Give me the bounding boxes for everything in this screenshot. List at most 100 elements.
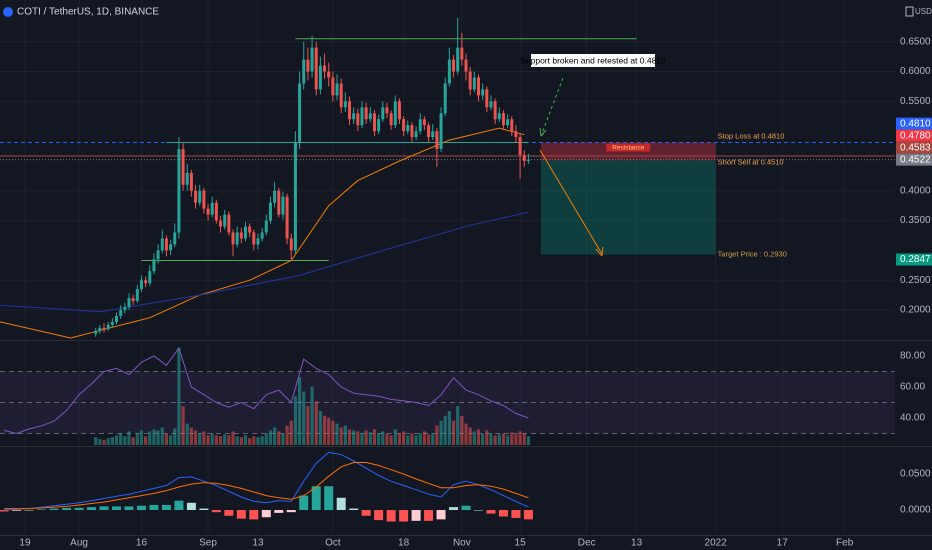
histogram-bar bbox=[112, 506, 122, 511]
volume-bar bbox=[152, 429, 156, 445]
volume-bar bbox=[331, 420, 335, 445]
x-tick-label: 19 bbox=[19, 538, 31, 549]
candle-body bbox=[318, 65, 322, 90]
candle-body bbox=[252, 232, 256, 245]
histogram-bar bbox=[473, 510, 483, 511]
candle-body bbox=[410, 125, 414, 138]
price-label-box bbox=[896, 153, 932, 166]
price-label: 0.4522 bbox=[900, 154, 931, 165]
candle-body bbox=[227, 214, 231, 233]
volume-bar bbox=[506, 435, 510, 445]
volume-bar bbox=[431, 433, 435, 445]
volume-bar bbox=[227, 435, 231, 445]
retest-arrow bbox=[541, 77, 564, 134]
candle-body bbox=[472, 77, 476, 90]
volume-bar bbox=[260, 436, 264, 445]
volume-bar bbox=[372, 429, 377, 445]
candle-body bbox=[94, 330, 98, 334]
volume-bar bbox=[456, 406, 460, 445]
volume-bar bbox=[352, 430, 356, 445]
histogram-bar bbox=[511, 510, 521, 518]
volume-bar bbox=[510, 432, 514, 445]
x-tick-label: 2022 bbox=[705, 538, 728, 549]
candle-body bbox=[260, 232, 264, 239]
histogram-bar bbox=[261, 510, 271, 518]
candle-body bbox=[406, 125, 410, 132]
candle-body bbox=[360, 107, 364, 126]
y-tick-label: 60.00 bbox=[900, 382, 925, 393]
volume-bar bbox=[173, 428, 177, 445]
volume-bar bbox=[164, 433, 169, 445]
volume-bar bbox=[472, 431, 476, 445]
volume-bar bbox=[468, 427, 472, 445]
price-label: 0.4810 bbox=[900, 118, 931, 129]
volume-bar bbox=[339, 427, 343, 445]
volume-bar bbox=[406, 435, 410, 445]
currency[interactable]: USDT bbox=[915, 7, 932, 16]
target-arrow bbox=[539, 149, 603, 255]
candle-body bbox=[119, 309, 123, 316]
volume-bar bbox=[476, 429, 481, 445]
x-tick-label: 17 bbox=[777, 538, 789, 549]
volume-bar bbox=[377, 433, 381, 445]
arrow-head bbox=[539, 127, 547, 137]
symbol-title[interactable]: COTI / TetherUS, 1D, BINANCE bbox=[17, 7, 159, 18]
symbol-logo bbox=[3, 7, 13, 17]
candle-body bbox=[402, 119, 406, 132]
histogram-bar bbox=[386, 510, 396, 522]
volume-bar bbox=[189, 427, 193, 445]
histogram-bar bbox=[24, 510, 34, 511]
candle-body bbox=[210, 202, 214, 215]
volume-bar bbox=[243, 435, 248, 445]
price-label: 0.4780 bbox=[900, 130, 931, 141]
volume-bar bbox=[264, 433, 268, 445]
x-tick-label: 16 bbox=[136, 538, 148, 549]
candle-body bbox=[293, 143, 297, 251]
volume-bar bbox=[185, 423, 189, 445]
volume-bar bbox=[481, 433, 485, 445]
histogram-bar bbox=[349, 508, 359, 511]
rsi-band bbox=[0, 371, 895, 434]
candle-body bbox=[435, 131, 439, 150]
candle-body bbox=[310, 47, 314, 72]
volume-bar bbox=[293, 396, 298, 445]
candle-body bbox=[506, 119, 510, 126]
stop-label: Stop Loss at 0.4810 bbox=[718, 131, 785, 140]
volume-bar bbox=[493, 435, 497, 445]
candle-body bbox=[160, 238, 164, 251]
histogram-bar bbox=[161, 504, 171, 511]
panel-separator bbox=[0, 535, 932, 536]
moving-average bbox=[0, 211, 529, 313]
plot-layer: Resistance Stop Loss at 0.4810 Short Sell … bbox=[0, 17, 932, 522]
volume-bar bbox=[193, 430, 198, 445]
candle-body bbox=[356, 113, 360, 126]
candle-body bbox=[256, 238, 260, 245]
volume-bar bbox=[306, 406, 310, 445]
candle-body bbox=[422, 119, 426, 126]
volume-bar bbox=[119, 433, 123, 445]
candle-body bbox=[493, 101, 497, 120]
volume-bar bbox=[522, 433, 526, 445]
volume-bar bbox=[110, 437, 114, 445]
candle-body bbox=[144, 280, 148, 284]
histogram-bar bbox=[249, 510, 259, 520]
candle-body bbox=[115, 315, 119, 322]
volume-bar bbox=[273, 427, 277, 445]
target-label: Target Price : 0.2930 bbox=[718, 250, 787, 259]
volume-bar bbox=[439, 420, 443, 445]
volume-bar bbox=[322, 415, 327, 445]
volume-bar bbox=[139, 430, 144, 445]
candle-body bbox=[452, 59, 456, 72]
histogram-bar bbox=[49, 508, 59, 511]
volume-bar bbox=[181, 406, 185, 445]
histogram-bar bbox=[336, 497, 346, 511]
histogram-bar bbox=[186, 502, 196, 511]
candle-body bbox=[169, 244, 173, 251]
candle-body bbox=[156, 250, 160, 260]
x-tick-label: Aug bbox=[70, 538, 88, 549]
volume-bar bbox=[335, 423, 339, 445]
candle-body bbox=[148, 271, 152, 284]
volume-bar bbox=[327, 417, 331, 445]
volume-bar bbox=[256, 437, 260, 445]
